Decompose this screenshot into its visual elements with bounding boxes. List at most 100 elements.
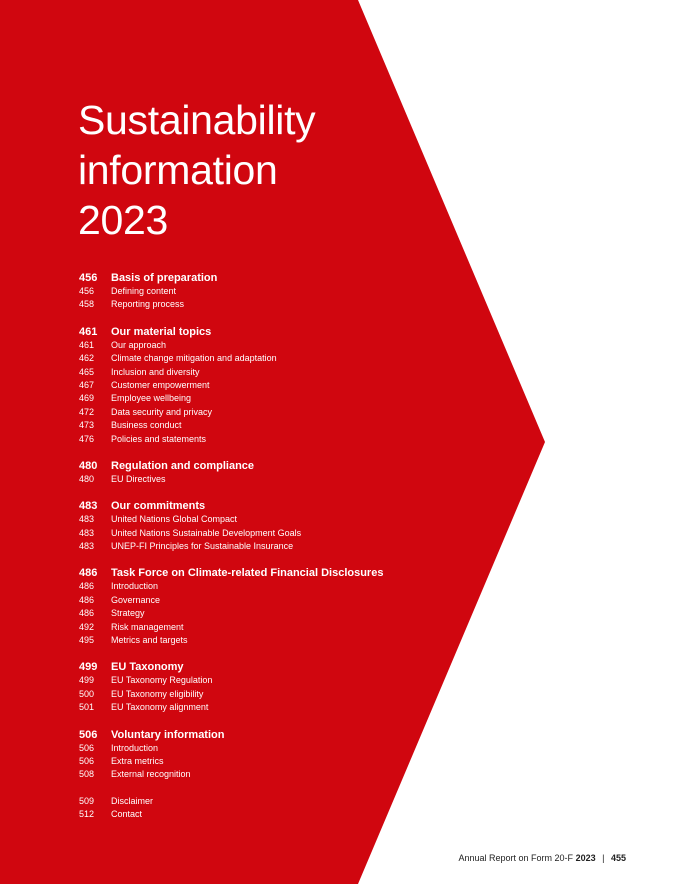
toc-label: Metrics and targets — [111, 635, 188, 646]
toc-page-number: 501 — [79, 702, 95, 713]
toc-entry[interactable]: 486 Strategy — [79, 607, 409, 620]
toc-page-number: 512 — [79, 809, 95, 820]
toc-entry[interactable]: 483 United Nations Sustainable Developmen… — [79, 527, 409, 540]
toc-entry[interactable]: 458 Reporting process — [79, 298, 409, 311]
toc-page-number: 483 — [79, 527, 95, 538]
toc-label: Data security and privacy — [111, 406, 213, 417]
toc-label: Our material topics — [111, 325, 212, 338]
toc-entry[interactable]: 495 Metrics and targets — [79, 634, 409, 647]
toc-entry[interactable]: 480 EU Directives — [79, 473, 409, 486]
footer-separator: | — [602, 853, 605, 863]
toc-entry[interactable]: 508 External recognition — [79, 768, 409, 781]
toc-section: 506 Voluntary information 506 Introduction 5… — [79, 728, 409, 782]
footer-page-number: 455 — [610, 853, 626, 863]
toc-page-number: 509 — [79, 795, 95, 806]
toc-section-heading[interactable]: 480 Regulation and compliance — [79, 459, 409, 473]
toc-entry[interactable]: 512 Contact — [79, 808, 409, 821]
toc-entry[interactable]: 506 Extra metrics — [79, 755, 409, 768]
toc-label: Regulation and compliance — [111, 459, 255, 472]
toc-section: 461 Our material topics 461 Our approach 462… — [79, 325, 409, 446]
toc-label: EU Taxonomy — [111, 661, 184, 674]
toc-page-number: 486 — [79, 594, 95, 605]
toc-label: Employee wellbeing — [111, 393, 192, 404]
toc-entry[interactable]: 501 EU Taxonomy alignment — [79, 701, 409, 714]
toc-section-heading[interactable]: 456 Basis of preparation — [79, 271, 409, 285]
red-chevron-shape — [0, 0, 545, 884]
toc-page-number: 467 — [79, 379, 95, 390]
toc-page-number: 456 — [79, 272, 98, 284]
toc-entry[interactable]: 469 Employee wellbeing — [79, 392, 409, 405]
toc-section: 499 EU Taxonomy 499 EU Taxonomy Regulation 5… — [79, 660, 409, 714]
toc-label: EU Taxonomy Regulation — [111, 675, 213, 686]
toc-page-number: 506 — [79, 728, 98, 741]
toc-entry[interactable]: 476 Policies and statements — [79, 433, 409, 446]
toc-entry[interactable]: 472 Data security and privacy — [79, 406, 409, 419]
toc-page-number: 486 — [79, 567, 98, 580]
toc-label: EU Taxonomy alignment — [111, 702, 209, 713]
toc-label: Introduction — [111, 581, 159, 592]
toc-entry[interactable]: 506 Introduction — [79, 742, 409, 755]
title-line: Sustainability — [78, 97, 316, 143]
table-of-contents: 456 Basis of preparation 456 Defining conte… — [79, 271, 409, 835]
toc-entry[interactable]: 461 Our approach — [79, 339, 409, 352]
toc-label: EU Taxonomy eligibility — [111, 688, 204, 699]
page-footer: Annual Report on Form 20-F 2023 | 455 — [458, 853, 626, 863]
toc-label: Strategy — [111, 608, 145, 619]
toc-entry[interactable]: 499 EU Taxonomy Regulation — [79, 674, 409, 687]
title-line: 2023 — [78, 197, 169, 243]
toc-entry[interactable]: 467 Customer empowerment — [79, 379, 409, 392]
toc-entry[interactable]: 473 Business conduct — [79, 419, 409, 432]
toc-label: Customer empowerment — [111, 379, 210, 390]
toc-page-number: 461 — [79, 325, 98, 338]
toc-entry[interactable]: 492 Risk management — [79, 621, 409, 634]
toc-page-number: 476 — [79, 433, 95, 444]
toc-page-number: 483 — [79, 500, 98, 513]
toc-label: Voluntary information — [111, 728, 225, 741]
toc-entry[interactable]: 509 Disclaimer — [79, 795, 409, 808]
toc-page-number: 480 — [79, 473, 95, 484]
toc-entry[interactable]: 486 Introduction — [79, 580, 409, 593]
toc-section: 456 Basis of preparation 456 Defining conte… — [79, 271, 409, 312]
footer-report-label: Annual Report on Form 20-F — [458, 853, 574, 863]
toc-page-number: 486 — [79, 608, 95, 619]
toc-label: Our commitments — [111, 500, 206, 513]
toc-entry[interactable]: 465 Inclusion and diversity — [79, 366, 409, 379]
toc-page-number: 473 — [79, 420, 95, 431]
toc-label: Inclusion and diversity — [111, 366, 200, 377]
toc-label: External recognition — [111, 769, 191, 780]
toc-label: Extra metrics — [111, 755, 164, 766]
toc-page-number: 486 — [79, 581, 95, 592]
toc-entry[interactable]: 456 Defining content — [79, 285, 409, 298]
toc-section-heading[interactable]: 486 Task Force on Climate-related Financi… — [79, 566, 409, 580]
toc-page-number: 492 — [79, 621, 95, 632]
toc-section: 509 Disclaimer 512 Contact — [79, 795, 409, 822]
footer-year: 2023 — [575, 853, 596, 863]
toc-label: Climate change mitigation and adaptation — [111, 353, 277, 364]
toc-section-heading[interactable]: 461 Our material topics — [79, 325, 409, 339]
toc-entry[interactable]: 483 United Nations Global Compact — [79, 513, 409, 526]
toc-page-number: 508 — [79, 769, 95, 780]
toc-page-number: 499 — [79, 675, 95, 686]
toc-section-heading[interactable]: 506 Voluntary information — [79, 728, 409, 742]
toc-entry[interactable]: 500 EU Taxonomy eligibility — [79, 688, 409, 701]
toc-page-number: 499 — [79, 661, 98, 674]
toc-page-number: 483 — [79, 541, 95, 552]
toc-section-heading[interactable]: 483 Our commitments — [79, 499, 409, 513]
toc-label: United Nations Global Compact — [111, 514, 238, 525]
toc-section-heading[interactable]: 499 EU Taxonomy — [79, 660, 409, 674]
toc-section: 483 Our commitments 483 United Nations Glob… — [79, 499, 409, 553]
toc-label: Policies and statements — [111, 433, 207, 444]
toc-section: 480 Regulation and compliance 480 EU Direct… — [79, 459, 409, 486]
toc-entry[interactable]: 486 Governance — [79, 594, 409, 607]
toc-page-number: 506 — [79, 742, 95, 753]
toc-label: Defining content — [111, 286, 177, 296]
toc-page-number: 472 — [79, 406, 95, 417]
toc-label: Business conduct — [111, 420, 182, 431]
toc-label: Task Force on Climate-related Financial … — [111, 567, 384, 580]
toc-entry[interactable]: 483 UNEP-FI Principles for Sustainable In… — [79, 540, 409, 553]
toc-entry[interactable]: 462 Climate change mitigation and adaptat… — [79, 352, 409, 365]
toc-label: Disclaimer — [111, 795, 154, 806]
toc-page-number: 506 — [79, 755, 95, 766]
title-line: information — [78, 147, 278, 193]
